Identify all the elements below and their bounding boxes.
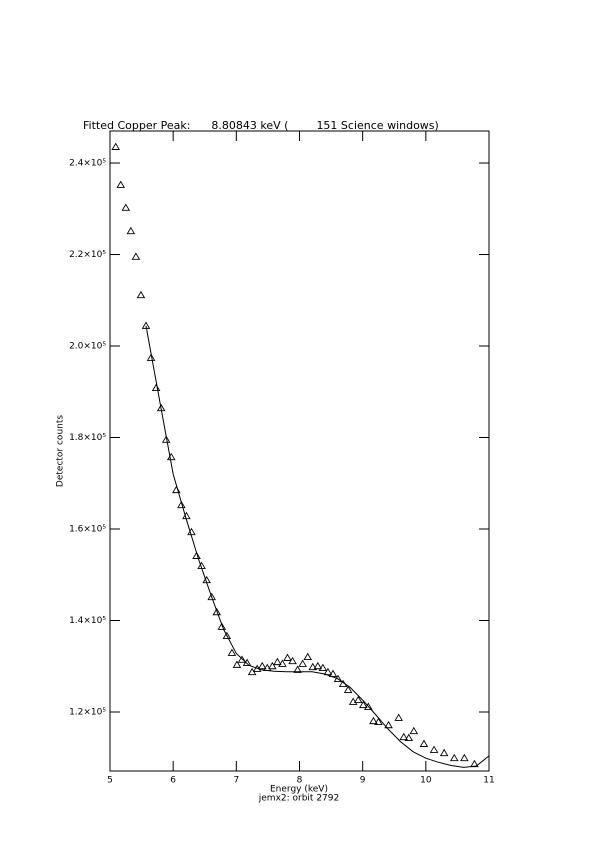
data-point	[146, 353, 156, 361]
data-point	[273, 657, 282, 666]
data-point	[318, 663, 328, 672]
data-point	[343, 685, 353, 693]
data-point	[161, 435, 171, 443]
data-point	[429, 745, 439, 753]
data-point	[166, 452, 176, 461]
y-tick-label: 2.0×10⁵	[69, 342, 106, 352]
data-point	[126, 226, 136, 235]
y-tick-label: 2.4×10⁵	[69, 159, 106, 169]
x-axis-label: Energy (keV)	[270, 785, 328, 795]
data-point	[394, 713, 403, 721]
data-point	[293, 665, 302, 673]
data-point	[313, 661, 323, 670]
data-point	[222, 631, 232, 639]
x-tick-label: 8	[297, 776, 303, 786]
y-tick-label: 2.2×10⁵	[69, 250, 106, 260]
x-tick-label: 6	[170, 776, 176, 786]
x-tick-label: 9	[360, 776, 366, 786]
data-point	[268, 661, 277, 670]
data-point	[217, 622, 227, 630]
data-point	[288, 656, 297, 665]
x-tick-label: 7	[233, 776, 239, 786]
data-point	[374, 717, 383, 726]
data-point	[359, 700, 368, 709]
data-point	[192, 551, 201, 559]
x-tick-label: 5	[107, 776, 113, 786]
data-point	[177, 500, 186, 509]
data-point	[151, 383, 161, 392]
data-point	[182, 511, 191, 520]
data-point	[384, 720, 393, 729]
data-point	[364, 702, 373, 710]
fit-line	[145, 325, 490, 768]
y-tick-label: 1.8×10⁵	[69, 433, 106, 443]
y-tick-label: 1.4×10⁵	[69, 616, 106, 626]
y-axis-label: Detector counts	[56, 415, 66, 487]
data-point	[419, 739, 429, 747]
data-point	[232, 660, 242, 668]
chart-subtitle: jemx2: orbit 2792	[258, 794, 339, 804]
x-tick-label: 11	[483, 776, 494, 786]
data-point	[237, 655, 247, 663]
data-point	[369, 716, 378, 725]
data-point	[207, 592, 216, 601]
data-point	[283, 653, 292, 661]
data-point	[278, 659, 287, 667]
y-tick-label: 1.6×10⁵	[69, 524, 106, 534]
data-point	[298, 659, 307, 667]
data-point	[111, 142, 120, 150]
x-tick-label: 10	[420, 776, 432, 786]
data-point	[449, 753, 459, 762]
data-point	[121, 203, 131, 211]
data-point	[303, 652, 312, 661]
data-point	[131, 252, 141, 260]
data-point	[439, 748, 449, 757]
plot-frame	[109, 130, 490, 772]
data-point	[308, 662, 318, 671]
y-tick-label: 1.2×10⁵	[69, 707, 106, 717]
data-point	[409, 726, 419, 735]
data-point	[404, 733, 414, 742]
data-point	[257, 661, 267, 670]
data-point	[136, 290, 146, 299]
data-point	[212, 607, 222, 616]
data-point	[399, 732, 409, 741]
chart-title: Fitted Copper Peak: 8.80843 keV ( 151 Sc…	[83, 119, 439, 132]
data-point	[353, 695, 363, 704]
data-point	[116, 180, 126, 188]
data-point	[227, 648, 237, 656]
data-point	[460, 753, 469, 762]
